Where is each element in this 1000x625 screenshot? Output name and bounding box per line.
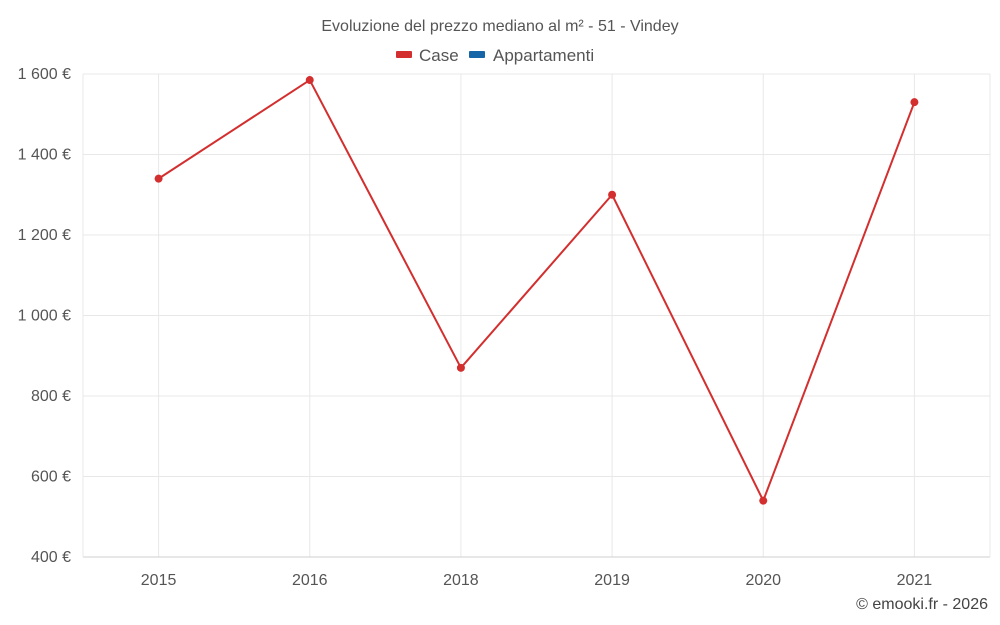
x-tick-label: 2020	[745, 572, 781, 589]
y-tick-label: 1 600 €	[18, 66, 71, 83]
data-point-case[interactable]	[154, 174, 163, 183]
credit-text: © emooki.fr - 2026	[856, 596, 988, 613]
data-point-case[interactable]	[910, 98, 919, 107]
legend-swatch-appartamenti	[469, 51, 485, 58]
x-tick-label: 2016	[292, 572, 328, 589]
y-tick-label: 1 200 €	[18, 227, 71, 244]
y-tick-label: 1 000 €	[18, 308, 71, 325]
series-line-case	[158, 79, 916, 502]
legend: Case Appartamenti	[396, 46, 594, 65]
legend-label-case: Case	[419, 46, 459, 65]
data-point-case[interactable]	[608, 190, 617, 199]
grid	[83, 73, 990, 557]
legend-label-appartamenti: Appartamenti	[493, 46, 594, 65]
y-tick-label: 400 €	[31, 549, 71, 566]
y-tick-label: 1 400 €	[18, 147, 71, 164]
y-tick-label: 800 €	[31, 388, 71, 405]
x-tick-label: 2021	[897, 572, 933, 589]
legend-item-appartamenti[interactable]: Appartamenti	[469, 46, 594, 65]
series-case	[154, 76, 919, 505]
x-tick-label: 2015	[141, 572, 177, 589]
data-point-case[interactable]	[456, 363, 465, 372]
chart-title: Evoluzione del prezzo mediano al m² - 51…	[321, 18, 678, 35]
x-tick-label: 2019	[594, 572, 630, 589]
x-tick-label: 2018	[443, 572, 479, 589]
y-tick-label: 600 €	[31, 469, 71, 486]
legend-item-case[interactable]: Case	[396, 46, 459, 65]
legend-swatch-case	[396, 51, 412, 58]
data-point-case[interactable]	[759, 496, 768, 505]
data-point-case[interactable]	[305, 76, 314, 85]
axes: 400 € 600 € 800 € 1 000 € 1 200 € 1 400 € 1 60…	[18, 66, 991, 589]
